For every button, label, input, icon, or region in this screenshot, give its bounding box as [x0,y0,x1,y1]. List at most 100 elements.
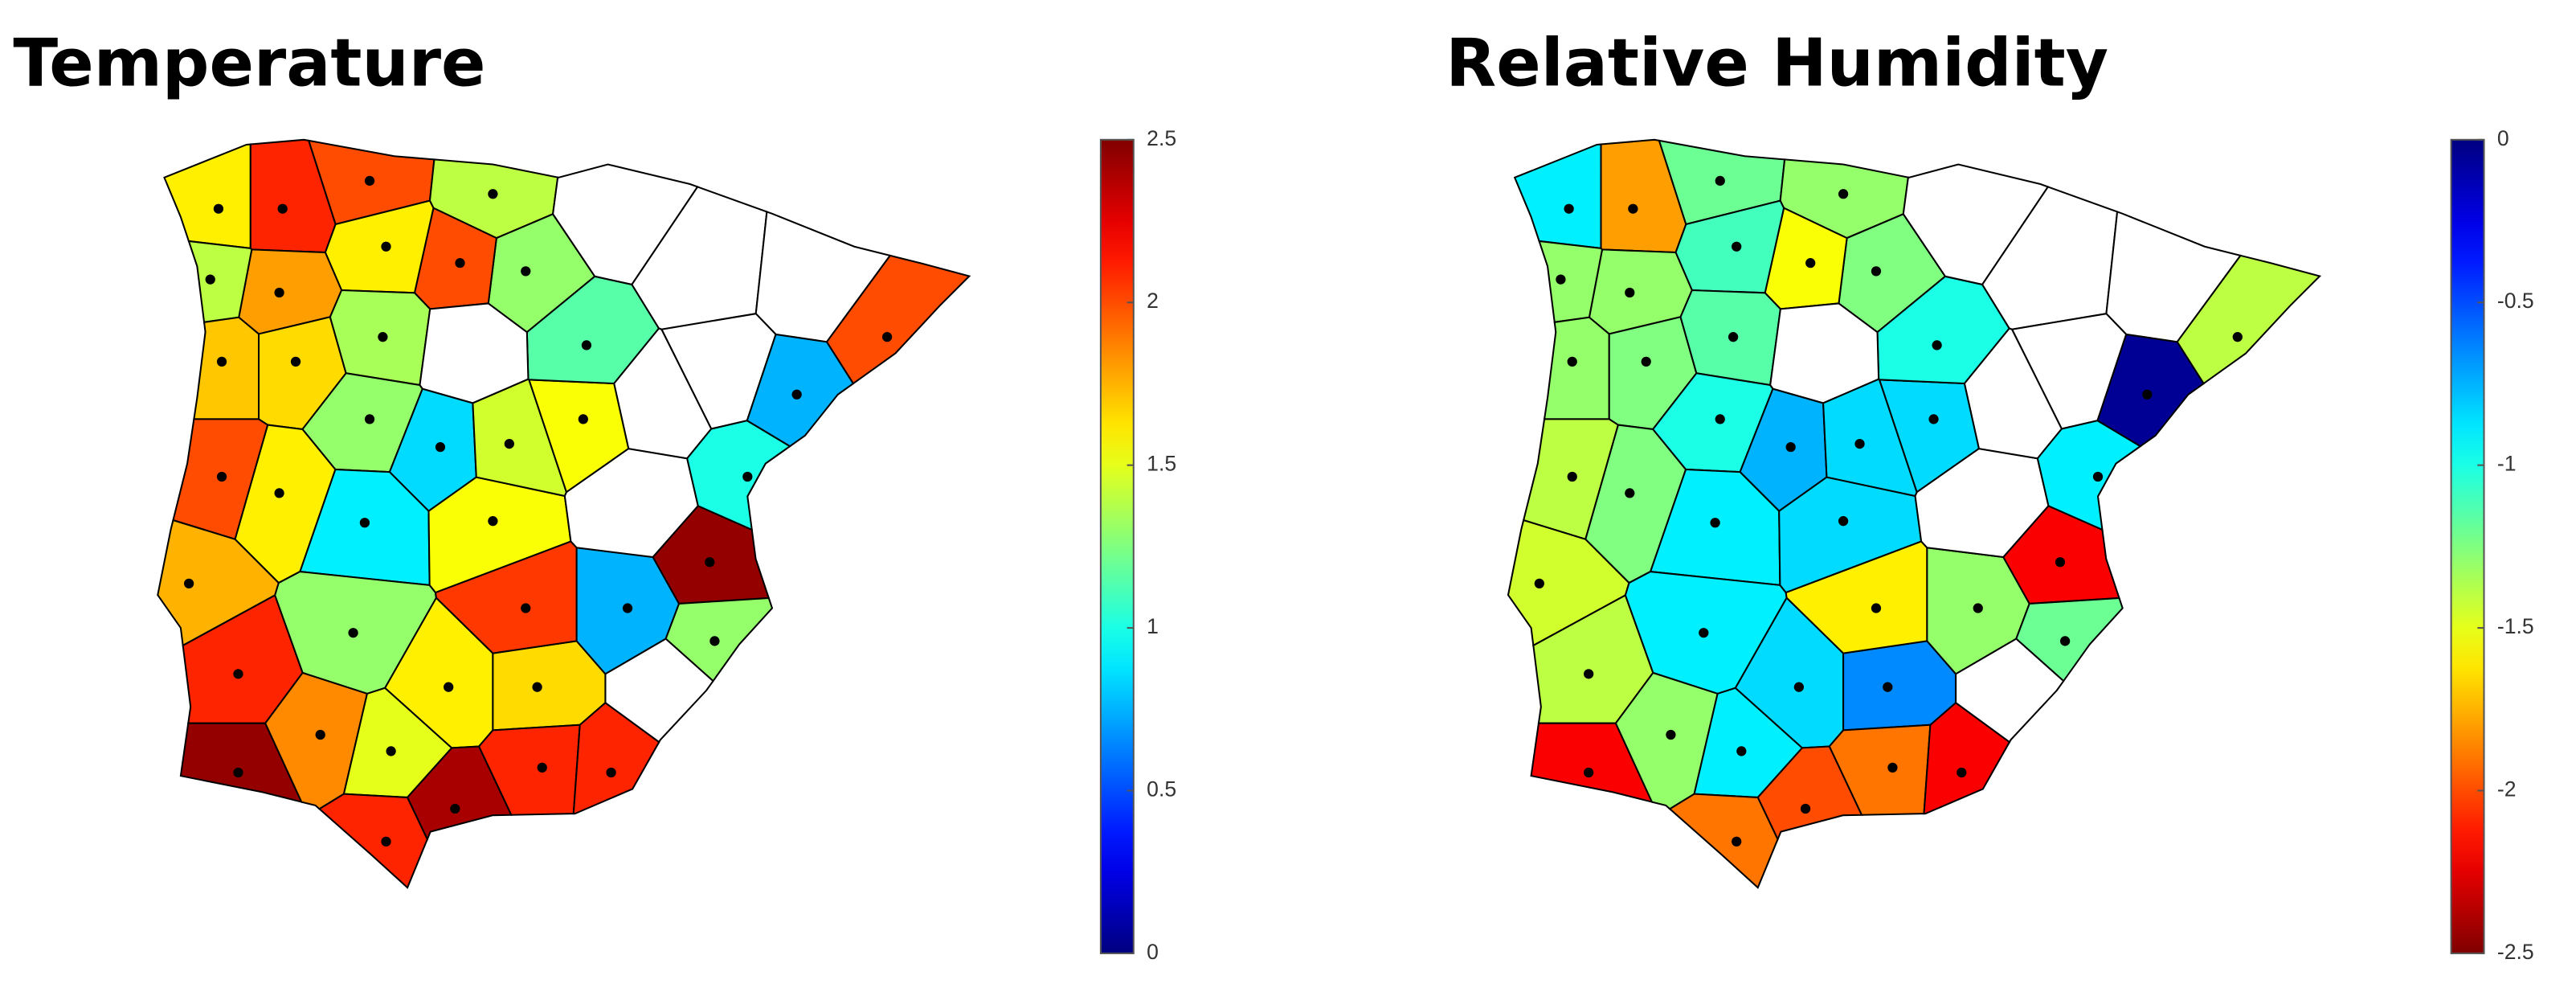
station-dot [504,438,514,449]
station-dot [381,836,391,847]
station-dot [881,332,893,342]
station-dot [2092,471,2104,482]
station-dot [1800,803,1811,814]
region [163,143,251,250]
station-dot [1715,175,1725,187]
station-dot [1736,746,1747,756]
station-dot [233,767,243,778]
colorbar-tick-label: 0.5 [1147,777,1176,801]
station-dot [488,189,498,199]
region [1955,637,2065,744]
station-dot [435,442,446,453]
station-dot [742,471,753,482]
station-dot [1871,266,1882,277]
station-dot [1564,203,1574,214]
region [1914,448,2050,559]
station-dot [455,258,465,268]
station-dot [216,356,227,367]
colorbar-tick-label: 1 [1147,614,1159,638]
station-dot [532,682,542,692]
station-dot [1567,356,1577,367]
station-dot [315,729,325,740]
station-dot [184,578,194,589]
map [1507,138,2322,889]
station-dot [1928,414,1939,424]
station-dot [378,332,388,342]
station-dot [1805,258,1816,268]
station-dot [537,762,547,773]
station-dot [274,488,284,498]
region [563,448,699,559]
station-dot [622,603,633,613]
region [419,302,530,404]
colorbar-tick-label: 0 [2497,126,2509,150]
station-dot [213,203,224,214]
station-dot [1973,603,1983,613]
region [193,316,260,420]
colorbar-tick-label: 1.5 [1147,452,1176,476]
region [1513,143,1602,250]
station-dot [1641,356,1651,367]
station-dot [521,266,531,277]
station-dot [290,356,301,367]
colorbar-tick-label: 2.5 [1147,126,1176,150]
colorbar-tick-label: 2 [1147,289,1159,313]
station-dot [444,682,454,692]
station-dot [581,340,592,350]
colorbar-tick-label: -1.5 [2497,614,2534,638]
colorbar-tick-label: -2.5 [2497,940,2534,964]
station-dot [2055,557,2066,568]
station-dot [1699,628,1709,638]
station-dot [1883,682,1893,692]
station-dot [578,414,588,424]
station-dot [1732,241,1742,252]
station-dot [274,287,284,298]
station-dot [1854,438,1865,449]
colorbar-tick-label: -2 [2497,777,2517,801]
station-dot [1666,729,1676,740]
colorbar-tick-label: -0.5 [2497,289,2534,313]
colorbar-tick-label: 0 [1147,940,1159,964]
colorbar [2450,138,2485,954]
station-dot [364,414,375,424]
station-dot [1785,442,1796,453]
station-dot [216,471,227,482]
station-dot [791,389,802,400]
station-dot [705,557,715,568]
station-dot [1556,274,1566,285]
region [1668,793,1779,889]
map-title: Relative Humidity [1445,25,2108,101]
station-dot [1957,767,1967,778]
region [1963,327,2063,460]
station-dot [1838,189,1849,199]
station-dot [1871,603,1882,613]
region [1543,316,1610,420]
map [157,138,971,889]
station-dot [1838,516,1849,527]
station-dot [205,274,215,285]
station-dot [1932,340,1942,350]
station-dot [359,518,370,528]
station-dot [606,767,616,778]
station-dot [1710,518,1720,528]
station-dot [1534,578,1544,589]
station-dot [1625,287,1635,298]
region [2176,254,2322,385]
region [613,327,713,460]
station-dot [1628,203,1638,214]
station-dot [1728,332,1739,342]
station-dot [709,636,720,646]
station-dot [233,669,243,679]
station-dot [1625,488,1635,498]
region [317,793,428,889]
station-dot [2142,389,2153,400]
station-dot [521,603,531,613]
region [1769,302,1880,404]
station-dot [1584,669,1594,679]
station-dot [2059,636,2071,646]
station-dot [488,516,498,527]
station-dot [450,803,460,814]
colorbar [1099,138,1135,954]
